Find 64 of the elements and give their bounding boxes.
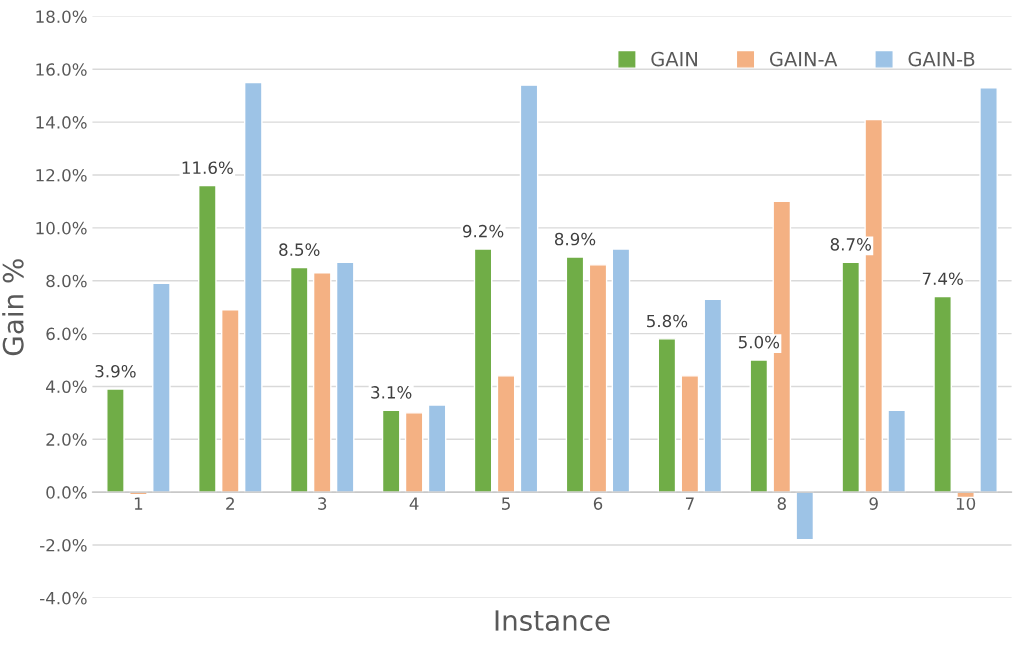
data-label: 8.5% — [279, 243, 320, 256]
bar — [841, 261, 861, 493]
bar — [198, 184, 217, 493]
x-tick-label: 6 — [593, 497, 603, 510]
legend-label: GAIN-A — [769, 51, 838, 67]
data-label: 8.7% — [830, 238, 871, 251]
bar — [657, 338, 677, 493]
x-tick-label: 8 — [777, 497, 786, 510]
bar — [565, 256, 585, 493]
bar — [106, 388, 125, 493]
x-tick-label: 5 — [502, 497, 510, 510]
data-label: 8.9% — [554, 232, 596, 246]
bar — [887, 409, 907, 493]
bar — [381, 409, 401, 493]
y-tick-label: 12.0% — [36, 168, 87, 182]
y-tick-label: 2.0% — [46, 433, 87, 446]
bar — [588, 264, 608, 493]
bar — [956, 491, 975, 499]
bar — [979, 87, 998, 493]
bar — [611, 248, 631, 493]
bar — [496, 375, 516, 493]
y-tick-label: 16.0% — [36, 63, 87, 76]
data-label: 5.0% — [738, 335, 780, 349]
data-label: 5.8% — [647, 314, 688, 328]
bar — [220, 309, 240, 493]
y-tick-label: 0.0% — [46, 486, 87, 499]
x-tick-label: 7 — [685, 497, 694, 510]
x-tick-label: 4 — [409, 497, 419, 510]
x-tick-label: 3 — [318, 497, 327, 510]
y-tick-label: 10.0% — [36, 221, 87, 235]
y-tick-label: -4.0% — [40, 591, 87, 605]
data-label: 7.4% — [922, 272, 963, 286]
bar — [519, 84, 539, 493]
y-tick-label: 14.0% — [36, 116, 87, 129]
bar — [427, 404, 447, 493]
x-tick-label: 10 — [956, 497, 976, 510]
data-label: 3.9% — [95, 364, 136, 378]
bar — [152, 282, 171, 493]
bar — [335, 261, 355, 493]
legend-label: GAIN-B — [908, 51, 975, 67]
data-label: 11.6% — [182, 161, 233, 175]
bar — [749, 359, 769, 493]
y-tick-label: 6.0% — [46, 327, 87, 341]
y-tick-label: -2.0% — [40, 538, 87, 552]
y-tick-label: 18.0% — [36, 10, 87, 23]
y-axis-title: Gain % — [2, 259, 24, 356]
bar — [289, 266, 309, 493]
data-label: 9.2% — [462, 224, 504, 238]
x-axis-title: Instance — [495, 610, 610, 631]
x-tick-label: 9 — [869, 497, 878, 510]
legend-label: GAIN — [651, 51, 697, 67]
x-tick-label: 2 — [226, 497, 234, 510]
bar — [473, 248, 493, 493]
bar — [680, 375, 700, 493]
bar — [243, 81, 263, 493]
bar — [703, 298, 723, 493]
data-label: 3.1% — [371, 386, 412, 399]
bar — [933, 295, 952, 493]
y-tick-label: 8.0% — [46, 274, 87, 288]
y-tick-label: 4.0% — [46, 380, 87, 393]
bar — [795, 491, 815, 541]
bar — [312, 272, 332, 493]
bar — [404, 412, 424, 493]
x-tick-label: 1 — [134, 497, 143, 510]
